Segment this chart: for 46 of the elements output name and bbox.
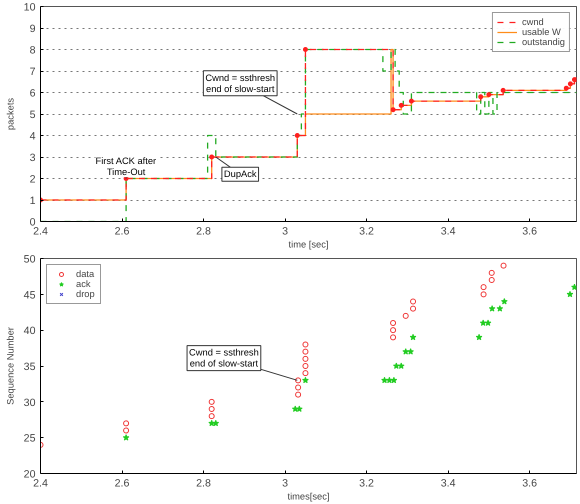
y-tick-label: 2 <box>30 174 36 186</box>
x-tick-label: 3 <box>282 478 288 490</box>
x-tick-label: 2.6 <box>114 478 130 490</box>
x-tick-label: 3.4 <box>440 226 456 238</box>
x-axis-title: times[sec] <box>288 492 330 502</box>
y-tick-label: 7 <box>30 66 36 78</box>
y-tick-label: 10 <box>24 2 36 14</box>
x-tick-label: 2.8 <box>196 226 212 238</box>
x-tick-label: 3.6 <box>522 478 538 490</box>
y-axis-title: packets <box>6 98 16 130</box>
annotation: First ACK after Time-Out <box>96 156 156 178</box>
y-tick-label: 5 <box>30 109 36 121</box>
legend-label: ack <box>76 279 92 289</box>
legend-label: cwnd <box>522 17 544 27</box>
x-axis-title: time [sec] <box>288 240 328 250</box>
x-tick-label: 3.6 <box>522 226 538 238</box>
x-tick-label: 2.6 <box>114 226 130 238</box>
y-tick-label: 1 <box>30 195 36 207</box>
y-tick-label: 20 <box>24 468 36 480</box>
y-tick-label: 9 <box>30 23 36 35</box>
annotation: Cwnd = ssthresh end of slow-start <box>205 72 276 94</box>
x-tick-label: 2.4 <box>33 478 48 490</box>
y-tick-label: 6 <box>30 88 36 100</box>
y-tick-label: 30 <box>24 396 36 409</box>
legend-label: data <box>76 269 96 279</box>
x-tick-label: 3.2 <box>359 226 374 238</box>
y-tick-label: 0 <box>30 216 36 228</box>
y-tick-label: 4 <box>30 130 36 142</box>
x-tick-label: 3 <box>282 226 288 238</box>
annotation: DupAck <box>224 169 257 180</box>
y-tick-label: 25 <box>24 432 36 445</box>
legend-label: drop <box>76 289 96 299</box>
annotation: Cwnd = ssthresh end of slow-start <box>189 348 259 369</box>
x-tick-label: 3.2 <box>359 478 374 490</box>
y-tick-label: 45 <box>24 289 36 302</box>
y-tick-label: 50 <box>24 254 36 266</box>
y-tick-label: 40 <box>24 325 36 338</box>
x-tick-label: 2.8 <box>196 478 212 490</box>
y-tick-label: 35 <box>24 361 36 373</box>
legend-label: usable W <box>522 27 561 37</box>
y-tick-label: 8 <box>30 44 36 56</box>
y-tick-label: 3 <box>30 152 36 164</box>
x-tick-label: 3.4 <box>440 478 456 490</box>
x-tick-label: 2.4 <box>33 226 48 238</box>
y-axis-title: Sequence Number <box>6 327 16 405</box>
legend-label: outstandig <box>522 37 565 47</box>
